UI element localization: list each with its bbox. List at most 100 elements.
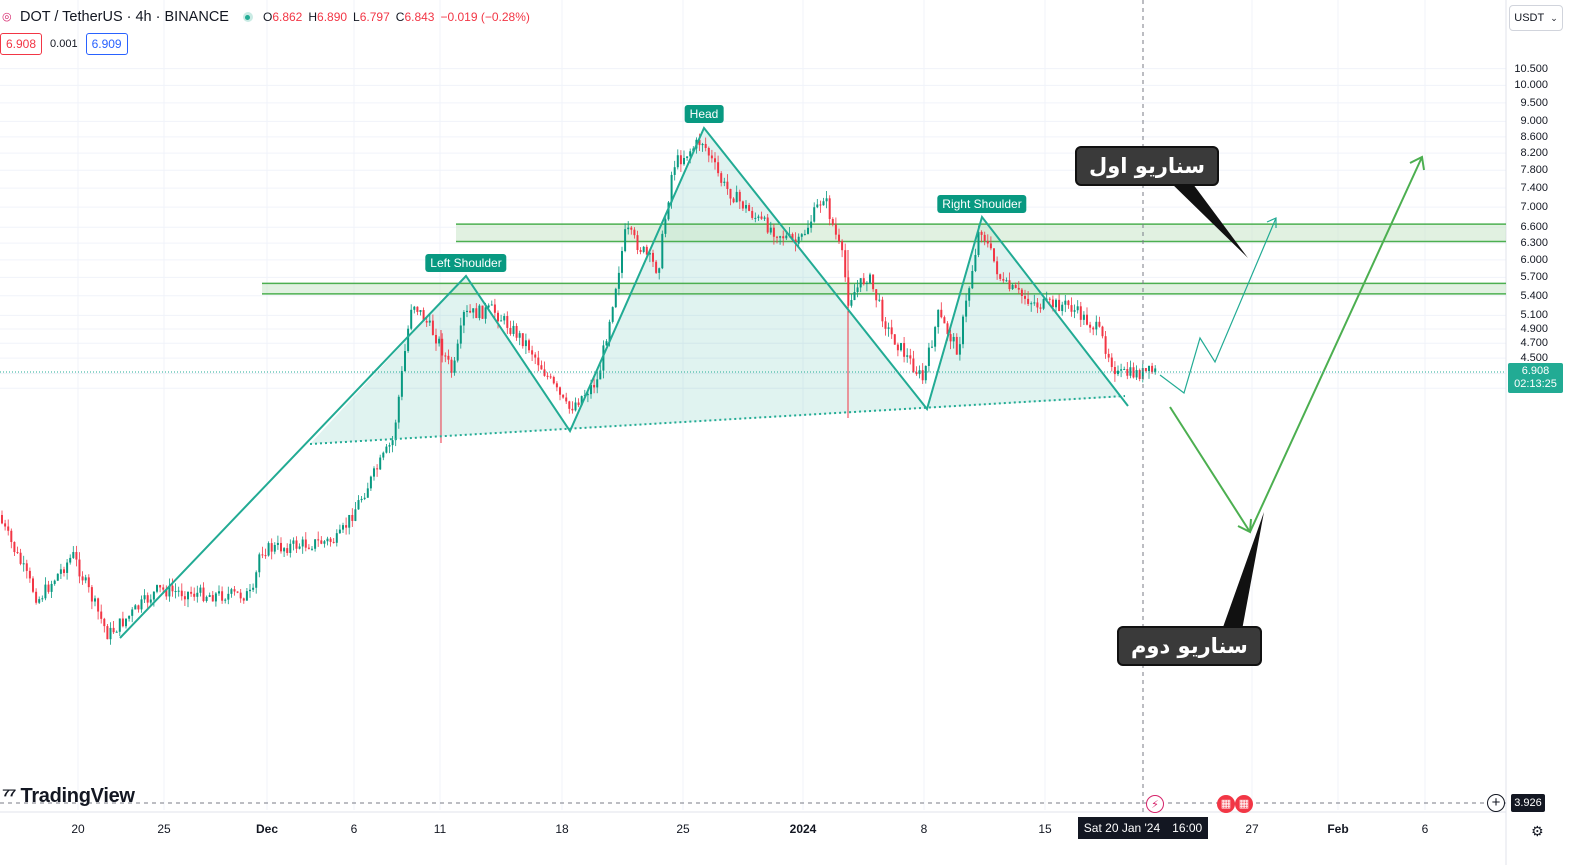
lightning-event-icon[interactable]: ⚡ — [1146, 795, 1164, 813]
candle-body — [1144, 368, 1147, 372]
candle-body — [825, 198, 828, 202]
scenario-one-callout[interactable]: سناریو اول — [1075, 146, 1220, 186]
candle-body — [258, 554, 261, 573]
candle-body — [376, 468, 379, 470]
candle-body — [202, 587, 205, 602]
candle-body — [369, 476, 372, 489]
us-flag-icon[interactable]: ▦ — [1235, 795, 1253, 813]
candle-body — [968, 288, 971, 301]
tradingview-logo[interactable]: ⁷⁷ TradingView — [2, 785, 135, 808]
candle-body — [906, 355, 909, 357]
candle-body — [280, 542, 282, 552]
candle-body — [152, 591, 155, 600]
left-shoulder-label[interactable]: Left Shoulder — [425, 254, 507, 272]
ohlc-high: H6.890 — [308, 10, 348, 24]
candle-body — [732, 198, 735, 203]
bar-countdown: 02:13:25 — [1514, 378, 1557, 390]
candle-body — [1126, 369, 1129, 376]
price-tick-label: 4.500 — [1520, 352, 1548, 365]
gear-icon[interactable]: ⚙ — [1531, 823, 1544, 839]
candle-body — [828, 198, 831, 220]
candle-body — [962, 316, 964, 345]
candle-body — [565, 397, 568, 402]
candle-body — [993, 248, 995, 262]
support-zone — [262, 283, 1506, 294]
us-flag-icon[interactable]: ▦ — [1217, 795, 1235, 813]
candle-body — [459, 325, 462, 344]
candle-body — [608, 321, 611, 342]
right-shoulder-label[interactable]: Right Shoulder — [937, 195, 1027, 213]
callout-two-pointer — [1222, 512, 1264, 630]
candle-body — [915, 372, 918, 375]
ohlc-close: C6.843 — [395, 10, 435, 24]
candle-body — [438, 338, 441, 344]
candlesticks — [1, 133, 1157, 645]
candle-body — [177, 590, 180, 592]
add-alert-button[interactable]: + — [1487, 794, 1505, 812]
candle-body — [1138, 370, 1141, 379]
current-price-value: 6.908 — [1521, 365, 1550, 377]
candle-body — [878, 299, 881, 301]
candle-body — [35, 591, 38, 603]
candle-body — [924, 365, 927, 381]
candle-body — [267, 543, 270, 556]
candle-body — [211, 595, 214, 602]
time-tick-label: 27 — [1245, 822, 1259, 836]
head-label[interactable]: Head — [684, 105, 724, 123]
candle-body — [373, 468, 375, 477]
candle-body — [407, 328, 410, 352]
candle-body — [946, 323, 949, 335]
price-axis[interactable]: 10.500 10.000 9.500 9.000 8.600 8.200 7.800 7.4… — [1506, 0, 1590, 865]
buy-button[interactable]: 6.909 — [85, 33, 128, 55]
scenario-arrows — [1159, 155, 1425, 630]
sell-button[interactable]: 6.908 — [0, 33, 43, 55]
candle-body — [183, 596, 186, 600]
candle-body — [568, 401, 571, 409]
candle-body — [1095, 321, 1098, 330]
candle-body — [1036, 302, 1039, 308]
candle-body — [670, 174, 673, 203]
candle-body — [16, 552, 19, 554]
candle-body — [354, 509, 357, 521]
candle-body — [295, 540, 298, 549]
market-status-icon[interactable] — [242, 12, 253, 22]
candle-body — [78, 559, 81, 577]
candle-body — [1055, 299, 1057, 308]
candle-body — [66, 562, 69, 573]
candle-body — [187, 591, 189, 600]
scenario-two-callout[interactable]: سناریو دوم — [1117, 626, 1262, 666]
candle-body — [227, 593, 230, 600]
candle-body — [1039, 307, 1042, 309]
candle-body — [1005, 280, 1008, 282]
candle-body — [630, 227, 633, 230]
candle-body — [955, 336, 958, 355]
currency-selector[interactable]: USDT ⌄ — [1509, 5, 1563, 31]
candle-body — [769, 227, 772, 233]
candle-body — [7, 526, 10, 531]
price-tick-label: 7.400 — [1520, 182, 1548, 195]
candle-body — [710, 155, 713, 159]
candle-body — [574, 402, 577, 411]
symbol-title[interactable]: DOT / TetherUS · 4h · BINANCE — [20, 9, 229, 25]
candle-body — [648, 252, 651, 255]
candle-body — [834, 224, 837, 235]
candle-body — [884, 321, 887, 329]
candle-body — [298, 546, 301, 549]
candle-body — [822, 201, 825, 206]
time-tick-label: 11 — [433, 822, 447, 836]
candle-body — [633, 229, 636, 236]
candle-body — [810, 221, 813, 228]
time-tick-label: 20 — [71, 822, 85, 836]
chevron-down-icon: ⌄ — [1550, 12, 1558, 23]
candle-body — [503, 316, 506, 321]
candle-body — [261, 554, 264, 556]
candle-body — [118, 618, 121, 632]
candle-body — [236, 591, 239, 593]
candle-body — [1, 515, 3, 524]
candle-body — [273, 544, 276, 552]
candle-body — [735, 191, 738, 203]
candle-body — [419, 310, 422, 312]
candle-body — [602, 345, 605, 371]
candle-body — [255, 572, 258, 588]
